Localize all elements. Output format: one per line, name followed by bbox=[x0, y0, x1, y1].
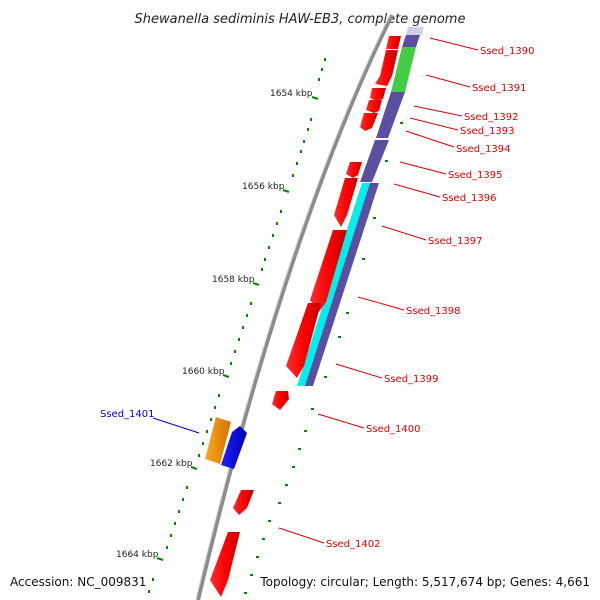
genome-backbone bbox=[196, 14, 394, 600]
gene-arrow-ssed-1400[interactable] bbox=[272, 391, 289, 410]
gene-label[interactable]: Ssed_1394 bbox=[456, 144, 511, 155]
gene-label[interactable]: Ssed_1398 bbox=[406, 306, 461, 317]
gene-arrow-ssed-1398[interactable] bbox=[286, 303, 321, 378]
scale-label: 1660 kbp bbox=[182, 367, 225, 377]
gene-arrow-ssed-1401-orange[interactable] bbox=[205, 417, 231, 464]
scale-label: 1654 kbp bbox=[270, 89, 313, 99]
scale-tick-major bbox=[222, 374, 230, 378]
gene-arrow-ssed-1392[interactable] bbox=[370, 88, 386, 101]
scale-tick-major bbox=[282, 189, 290, 193]
leader-ssed-1402 bbox=[278, 527, 325, 544]
scale-tick-major bbox=[311, 96, 319, 100]
leader-ssed-1394 bbox=[405, 130, 455, 148]
gene-arrow-ssed-1402a[interactable] bbox=[233, 490, 254, 515]
gene-arrow-ssed-1391[interactable] bbox=[375, 50, 398, 86]
gene-arrow-ssed-1394[interactable] bbox=[360, 113, 378, 131]
gene-label[interactable]: Ssed_1399 bbox=[384, 374, 439, 385]
scale-label: 1656 kbp bbox=[242, 182, 285, 192]
gene-label[interactable]: Ssed_1392 bbox=[464, 112, 519, 123]
gene-label[interactable]: Ssed_1396 bbox=[442, 193, 497, 204]
cog-bar-purple bbox=[376, 92, 405, 138]
leader-ssed-1400 bbox=[317, 413, 365, 429]
leader-ssed-1392 bbox=[413, 105, 463, 117]
cog-bar-purple bbox=[305, 183, 379, 386]
topology-text: Topology: circular; Length: 5,517,674 bp… bbox=[259, 575, 590, 589]
accession-text: Accession: NC_009831 bbox=[10, 575, 146, 589]
gene-arrow-ssed-1401-blue[interactable] bbox=[221, 426, 247, 469]
gene-label[interactable]: Ssed_1400 bbox=[366, 424, 421, 435]
gene-label[interactable]: Ssed_1391 bbox=[472, 83, 527, 94]
leader-ssed-1391 bbox=[425, 74, 471, 88]
cog-bar-purple bbox=[360, 140, 389, 182]
gene-label[interactable]: Ssed_1395 bbox=[448, 170, 503, 181]
leader-ssed-1401 bbox=[152, 417, 200, 434]
scale-label: 1664 kbp bbox=[116, 550, 159, 560]
scale-label: 1658 kbp bbox=[212, 275, 255, 285]
leader-ssed-1399 bbox=[335, 363, 383, 379]
scale-tick-major bbox=[252, 282, 260, 286]
leader-ssed-1395 bbox=[399, 161, 447, 175]
cog-bar-purple bbox=[402, 35, 420, 47]
gene-label[interactable]: Ssed_1402 bbox=[326, 539, 381, 550]
scale-label: 1662 kbp bbox=[150, 459, 193, 469]
gene-label[interactable]: Ssed_1401 bbox=[100, 409, 155, 420]
cog-bar-cyan bbox=[297, 183, 370, 386]
scale-tick-major bbox=[190, 466, 198, 470]
inner-tick-ring bbox=[244, 122, 403, 594]
map-title: Shewanella sediminis HAW-EB3, complete g… bbox=[135, 12, 466, 27]
gene-label[interactable]: Ssed_1390 bbox=[480, 46, 535, 57]
cog-bar-grey bbox=[406, 27, 424, 35]
leader-ssed-1396 bbox=[393, 183, 441, 198]
gene-arrow-ssed-1396[interactable] bbox=[334, 178, 358, 227]
scale-tick-major bbox=[156, 557, 164, 561]
leader-ssed-1398 bbox=[357, 296, 405, 311]
gene-arrow-ssed-1393[interactable] bbox=[366, 100, 382, 113]
gene-label[interactable]: Ssed_1393 bbox=[460, 126, 515, 137]
leader-ssed-1397 bbox=[381, 225, 427, 241]
leader-ssed-1390 bbox=[429, 37, 479, 51]
gene-label[interactable]: Ssed_1397 bbox=[428, 236, 483, 247]
genome-backbone-shadow bbox=[195, 14, 391, 600]
outer-tick-ring bbox=[148, 58, 326, 593]
gene-arrow-ssed-1397[interactable] bbox=[310, 230, 347, 312]
gene-arrow-ssed-1402b[interactable] bbox=[210, 532, 240, 597]
cog-bar-green bbox=[391, 47, 416, 92]
gene-arrow-ssed-1390[interactable] bbox=[386, 36, 401, 49]
leader-ssed-1393 bbox=[409, 117, 459, 131]
gene-arrow-ssed-1395[interactable] bbox=[346, 162, 362, 178]
